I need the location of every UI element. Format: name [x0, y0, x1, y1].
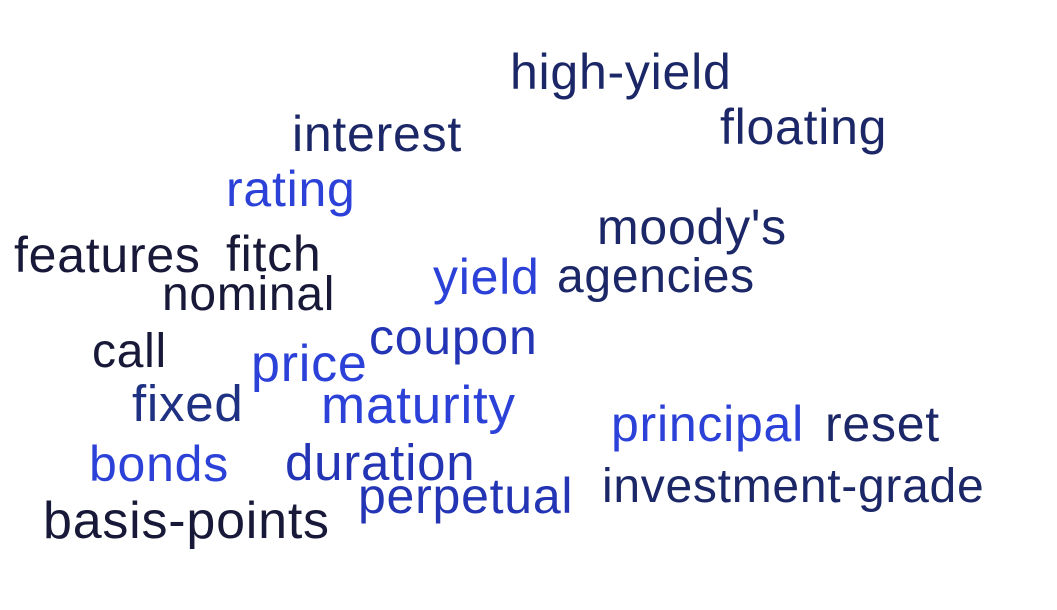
- word-duration: duration: [285, 434, 476, 491]
- word-nominal: nominal: [162, 268, 336, 321]
- word-agencies: agencies: [557, 250, 755, 303]
- word-floating: floating: [720, 99, 888, 155]
- word-bonds: bonds: [89, 436, 229, 492]
- word-yield: yield: [433, 249, 540, 305]
- word-coupon: coupon: [369, 309, 538, 365]
- word-moody-s: moody's: [597, 199, 787, 255]
- word-price: price: [251, 335, 368, 393]
- word-fixed: fixed: [132, 375, 244, 432]
- word-rating: rating: [226, 161, 356, 217]
- word-call: call: [92, 325, 167, 378]
- word-maturity: maturity: [321, 376, 516, 435]
- word-reset: reset: [825, 396, 940, 452]
- word-fitch: fitch: [226, 226, 322, 282]
- word-investment-grade: investment-grade: [602, 460, 985, 513]
- word-interest: interest: [292, 106, 462, 162]
- word-features: features: [14, 227, 201, 283]
- word-perpetual: perpetual: [358, 468, 574, 524]
- word-principal: principal: [611, 396, 804, 452]
- word-basis-points: basis-points: [43, 492, 330, 550]
- word-high-yield: high-yield: [510, 44, 732, 100]
